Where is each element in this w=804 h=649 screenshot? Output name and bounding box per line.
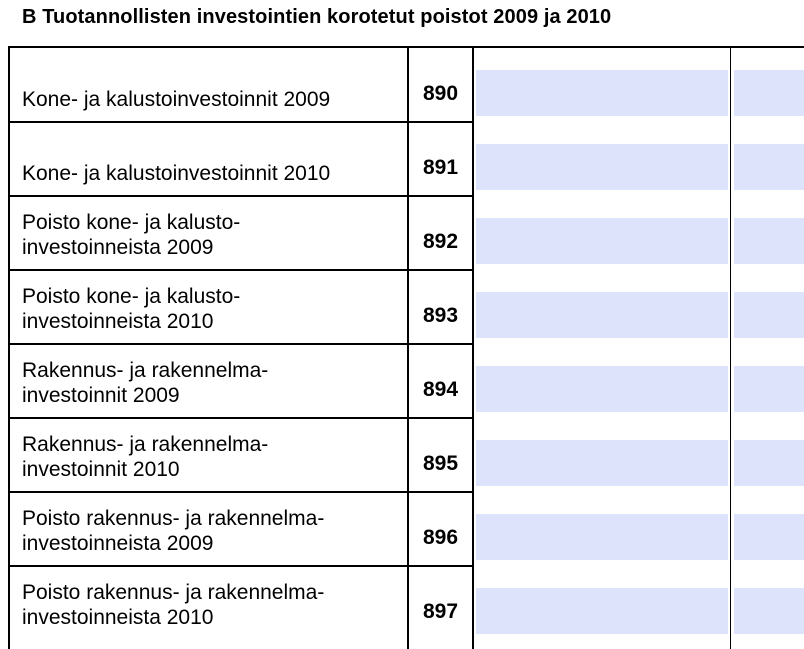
amount-input-897[interactable] bbox=[476, 588, 728, 634]
field-label-line: Kone- ja kalustoinvestoinnit 2010 bbox=[22, 162, 331, 185]
section-title: B Tuotannollisten investointien korotetu… bbox=[22, 6, 612, 28]
row-divider bbox=[8, 417, 474, 419]
field-label: Poisto kone- ja kalusto-investoinneista … bbox=[22, 210, 407, 260]
field-label-line: Poisto rakennus- ja rakennelma- bbox=[22, 507, 325, 530]
field-label-line: investoinneista 2009 bbox=[22, 236, 214, 259]
field-label-line: investoinnit 2009 bbox=[22, 384, 180, 407]
row-divider bbox=[8, 195, 474, 197]
field-code: 892 bbox=[422, 230, 459, 253]
field-label-line: Kone- ja kalustoinvestoinnit 2009 bbox=[22, 88, 331, 111]
field-label: Poisto rakennus- ja rakennelma-investoin… bbox=[22, 580, 407, 630]
field-code: 897 bbox=[422, 600, 459, 623]
amount-input-891-secondary[interactable] bbox=[734, 144, 804, 190]
field-code: 895 bbox=[422, 452, 459, 475]
row-divider bbox=[8, 565, 474, 567]
label-code-divider bbox=[407, 46, 409, 649]
field-label-line: investoinnit 2010 bbox=[22, 458, 180, 481]
code-field-divider bbox=[472, 46, 474, 649]
field-label: Kone- ja kalustoinvestoinnit 2010 bbox=[22, 161, 407, 186]
amount-input-890-secondary[interactable] bbox=[734, 70, 804, 116]
field-label: Poisto rakennus- ja rakennelma-investoin… bbox=[22, 506, 407, 556]
field-label-line: Poisto rakennus- ja rakennelma- bbox=[22, 581, 325, 604]
table-top-border bbox=[8, 46, 804, 48]
field-code: 891 bbox=[422, 156, 459, 179]
amount-input-892-secondary[interactable] bbox=[734, 218, 804, 264]
field-label: Kone- ja kalustoinvestoinnit 2009 bbox=[22, 87, 407, 112]
field-label-line: investoinneista 2010 bbox=[22, 606, 214, 629]
amount-input-895-secondary[interactable] bbox=[734, 440, 804, 486]
field-label: Rakennus- ja rakennelma-investoinnit 201… bbox=[22, 432, 407, 482]
row-divider bbox=[8, 269, 474, 271]
field-label-line: Poisto kone- ja kalusto- bbox=[22, 285, 241, 308]
field-column-divider bbox=[730, 46, 731, 649]
field-label-line: investoinneista 2010 bbox=[22, 310, 214, 333]
field-label: Rakennus- ja rakennelma-investoinnit 200… bbox=[22, 358, 407, 408]
field-label-line: Rakennus- ja rakennelma- bbox=[22, 433, 269, 456]
field-code: 896 bbox=[422, 526, 459, 549]
row-divider bbox=[8, 491, 474, 493]
amount-input-890[interactable] bbox=[476, 70, 728, 116]
amount-input-896[interactable] bbox=[476, 514, 728, 560]
row-divider bbox=[8, 121, 474, 123]
field-label-line: investoinneista 2009 bbox=[22, 532, 214, 555]
amount-input-893[interactable] bbox=[476, 292, 728, 338]
amount-input-892[interactable] bbox=[476, 218, 728, 264]
amount-input-897-secondary[interactable] bbox=[734, 588, 804, 634]
table-left-border bbox=[8, 46, 10, 649]
field-code: 893 bbox=[422, 304, 459, 327]
field-label-line: Rakennus- ja rakennelma- bbox=[22, 359, 269, 382]
amount-input-896-secondary[interactable] bbox=[734, 514, 804, 560]
field-code: 890 bbox=[422, 82, 459, 105]
amount-input-893-secondary[interactable] bbox=[734, 292, 804, 338]
amount-input-894[interactable] bbox=[476, 366, 728, 412]
field-label-line: Poisto kone- ja kalusto- bbox=[22, 211, 241, 234]
amount-input-894-secondary[interactable] bbox=[734, 366, 804, 412]
row-divider bbox=[8, 343, 474, 345]
amount-input-891[interactable] bbox=[476, 144, 728, 190]
field-code: 894 bbox=[422, 378, 459, 401]
amount-input-895[interactable] bbox=[476, 440, 728, 486]
field-label: Poisto kone- ja kalusto-investoinneista … bbox=[22, 284, 407, 334]
